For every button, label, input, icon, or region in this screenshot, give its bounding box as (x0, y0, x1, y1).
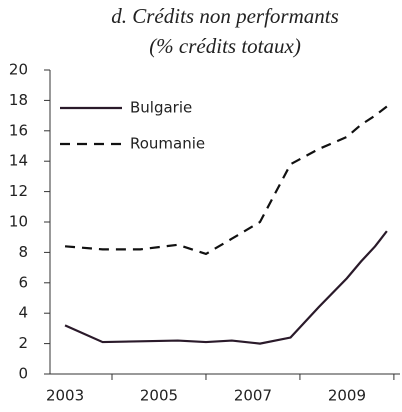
series-line (64, 105, 388, 256)
y-tick-label: 16 (9, 121, 28, 139)
x-tick-label: 2009 (328, 387, 366, 405)
y-tick-label: 0 (18, 365, 28, 383)
legend-label: Roumanie (130, 135, 205, 153)
y-tick-label: 2 (18, 334, 28, 352)
chart-subtitle: (% crédits totaux) (149, 34, 301, 58)
series-line (64, 230, 388, 345)
y-tick-label: 6 (18, 273, 28, 291)
y-tick-label: 14 (9, 152, 28, 170)
y-tick-label: 12 (9, 182, 28, 200)
x-tick-label: 2007 (234, 387, 272, 405)
legend-label: Bulgarie (130, 99, 192, 117)
y-tick-label: 10 (9, 213, 28, 231)
y-tick-label: 4 (18, 304, 28, 322)
y-tick-label: 20 (9, 61, 28, 79)
chart-title: d. Crédits non performants (111, 4, 339, 28)
x-tick-label: 2003 (46, 387, 84, 405)
x-tick-label: 2005 (140, 387, 178, 405)
y-tick-label: 8 (18, 243, 28, 261)
y-tick-label: 18 (9, 91, 28, 109)
